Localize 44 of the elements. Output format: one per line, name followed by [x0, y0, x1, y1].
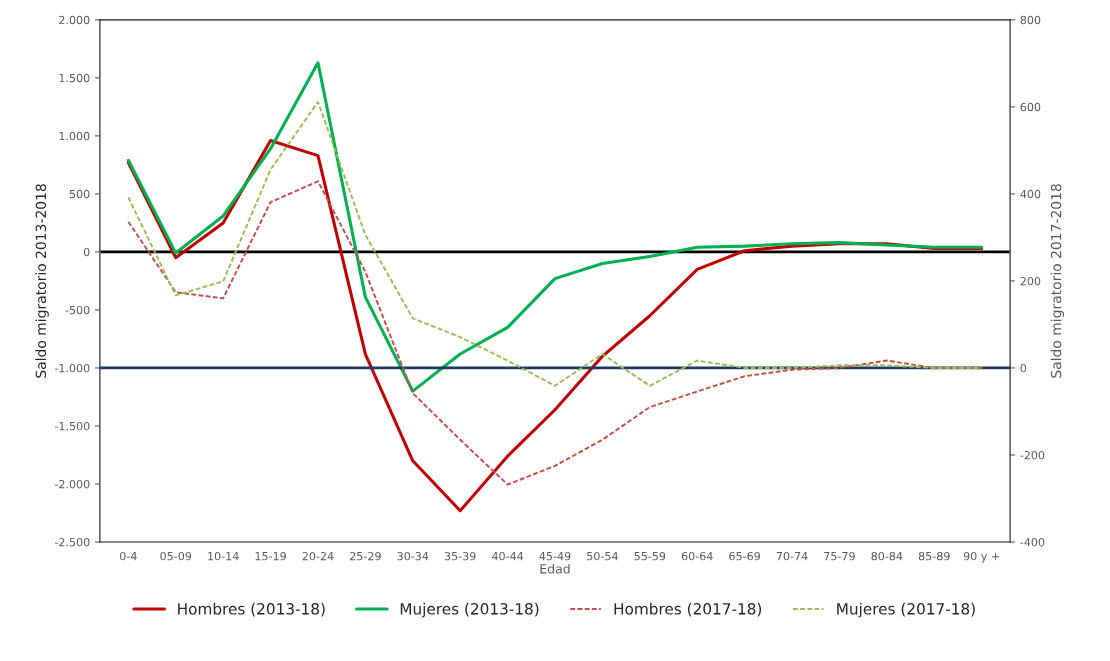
x-tick-label: 25-29 [350, 551, 381, 561]
y-tick-label: -2.500 [54, 537, 90, 547]
x-tick-label: 65-69 [729, 551, 760, 561]
x-tick-label: 90 y + [963, 551, 1000, 563]
y2-tick-label: -400 [1020, 537, 1045, 547]
y-tick-label: -1.000 [54, 363, 90, 373]
x-tick-label: 0-4 [120, 551, 137, 561]
y-tick-label: 1.000 [59, 131, 90, 141]
y2-tick-label: 600 [1020, 102, 1041, 112]
x-tick-label: 55-59 [634, 551, 666, 561]
y-tick-label: -1.500 [54, 421, 90, 431]
x-tick-label: 85-89 [918, 551, 950, 561]
legend-label: Mujeres (2013-18) [400, 602, 539, 618]
x-tick-label: 35-39 [444, 551, 476, 561]
x-tick-label: 40-44 [491, 551, 524, 561]
x-tick-label: 30-34 [397, 551, 429, 561]
x-tick-label: 10-14 [208, 551, 239, 561]
x-tick-label: 50-54 [587, 551, 618, 561]
y-tick-label: 500 [69, 189, 90, 199]
legend-label: Hombres (2013-18) [178, 602, 325, 617]
y-tick-label: 1.500 [59, 73, 90, 83]
y-tick-label: 2.000 [59, 15, 90, 25]
x-tick-label: 05-09 [160, 551, 192, 561]
line-series [127, 180, 983, 486]
y-axis-title: Saldo migratorio 2013-2018 [35, 184, 49, 378]
legend-label: Hombres (2017-18) [614, 602, 762, 617]
x-tick-label: 70-74 [776, 551, 808, 561]
y2-tick-label: 200 [1020, 276, 1041, 286]
y2-tick-label: 800 [1020, 15, 1041, 25]
y2-tick-label: 400 [1020, 189, 1041, 199]
y-tick-label: -2.000 [54, 479, 90, 489]
y2-tick-label: -200 [1020, 450, 1045, 460]
y2-axis-title: Saldo migratorio 2017-2018 [1050, 184, 1065, 378]
x-tick-label: 60-64 [681, 551, 713, 561]
legend-label: Mujeres (2017-18) [837, 602, 975, 618]
y-tick-label: -500 [65, 305, 90, 315]
y2-tick-label: 0 [1020, 363, 1027, 373]
x-tick-label: 15-19 [255, 551, 286, 561]
x-tick-label: 80-84 [871, 551, 903, 561]
x-tick-label: 20-24 [302, 551, 334, 561]
y-tick-label: 0 [83, 247, 90, 257]
x-axis-title: Edad [540, 563, 570, 574]
x-tick-label: 45-49 [539, 551, 571, 561]
x-tick-label: 75-79 [824, 551, 855, 561]
